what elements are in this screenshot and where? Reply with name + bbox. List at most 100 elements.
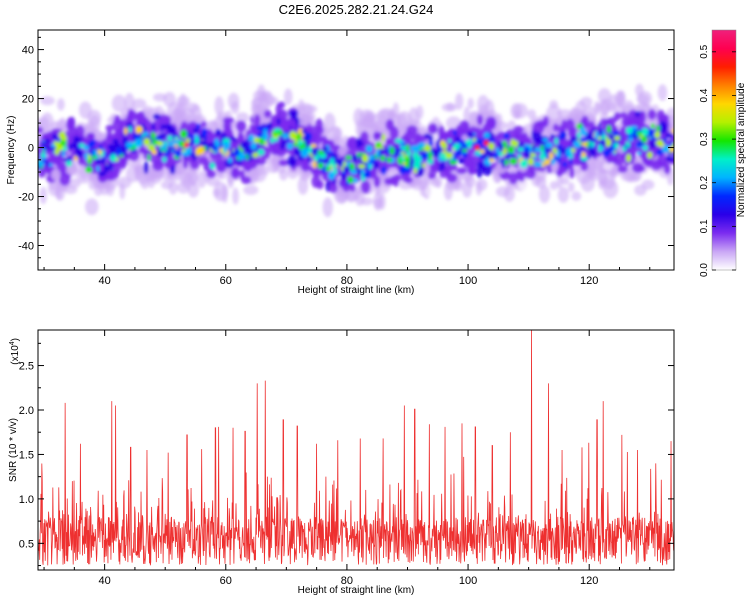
- spectrogram-core-blob: [298, 139, 304, 145]
- spectrogram-core-blob: [259, 137, 265, 146]
- colorbar-scale: [712, 30, 736, 270]
- spectrogram-core-blob: [598, 144, 602, 153]
- spectrogram-halo-blob: [232, 187, 239, 205]
- spectrogram-halo-blob: [323, 112, 336, 133]
- spectrogram-band-blob: [308, 165, 319, 173]
- spectrogram-halo-blob: [111, 94, 127, 112]
- spectrogram-core-blob: [44, 138, 51, 145]
- spectrogram-halo-blob: [467, 97, 474, 109]
- spectrogram-y-tick-label: -20: [18, 192, 34, 204]
- spectrogram-halo-blob: [372, 120, 388, 133]
- spectrogram-core-blob: [162, 156, 167, 163]
- spectrogram-core-blob: [286, 142, 293, 150]
- spectrogram-halo-blob: [363, 113, 375, 129]
- spectrogram-core-blob: [380, 155, 386, 162]
- snr-axes: 40 60 80 100 120 0.5 1.0 1.5 2.0 2.5: [19, 330, 674, 587]
- spectrogram-core-blob: [282, 133, 289, 139]
- spectrogram-halo-blob: [538, 185, 551, 204]
- spectrogram-band-blob: [239, 169, 245, 180]
- spectrogram-core-blob: [312, 160, 317, 169]
- spectrogram-halo-blob: [214, 96, 224, 116]
- spectrogram-core-blob: [327, 150, 334, 155]
- spectrogram-core-blob: [517, 147, 524, 152]
- spectrogram-core-blob: [100, 156, 106, 165]
- spectrogram-halo-blob: [360, 197, 374, 206]
- spectrogram-core-blob: [257, 148, 265, 156]
- spectrogram-core-blob: [181, 151, 190, 156]
- spectrogram-core-blob: [637, 151, 642, 156]
- spectrogram-core-blob: [173, 138, 177, 145]
- spectrogram-band-blob: [360, 180, 371, 194]
- spectrogram-halo-blob: [557, 186, 570, 203]
- spectrogram-core-blob: [373, 161, 380, 170]
- spectrogram-core-blob: [194, 136, 199, 145]
- spectrogram-core-blob: [441, 142, 448, 150]
- spectrogram-core-blob: [302, 135, 308, 142]
- spectrogram-core-blob: [466, 131, 475, 138]
- spectrogram-core-blob: [92, 154, 97, 160]
- spectrogram-core-blob: [143, 138, 151, 146]
- spectrogram-core-blob: [172, 145, 176, 154]
- spectrogram-core-blob: [62, 158, 69, 162]
- spectrogram-core-blob: [90, 139, 96, 147]
- spectrogram-core-blob: [84, 152, 89, 161]
- spectrogram-core-blob: [195, 149, 200, 157]
- spectrogram-band-blob: [385, 138, 394, 146]
- spectrogram-core-blob: [368, 164, 373, 170]
- spectrogram-core-blob: [240, 141, 248, 150]
- spectrogram-band-blob: [373, 132, 384, 140]
- spectrogram-core-blob: [428, 151, 433, 161]
- spectrogram-core-blob: [109, 146, 115, 155]
- spectrogram-core-blob: [562, 161, 567, 168]
- spectrogram-band-blob: [476, 114, 484, 126]
- spectrogram-core-blob: [185, 138, 191, 143]
- spectrogram-core-blob: [492, 152, 500, 158]
- spectrogram-core-blob: [237, 152, 246, 161]
- spectrogram-core-blob: [588, 147, 595, 153]
- spectrogram-core-blob: [224, 146, 228, 155]
- spectrogram-band-blob: [143, 161, 149, 174]
- spectrogram-core-blob: [654, 131, 661, 139]
- spectrogram-core-blob: [456, 152, 462, 157]
- spectrogram-blobs: [38, 83, 674, 218]
- spectrogram-core-blob: [248, 134, 255, 142]
- spectrogram-hotspot: [277, 130, 283, 136]
- spectrogram-core-blob: [453, 152, 457, 162]
- spectrogram-core-blob: [40, 152, 45, 159]
- spectrogram-core-blob: [550, 134, 555, 139]
- spectrogram-band-blob: [404, 176, 413, 184]
- spectrogram-halo-blob: [76, 170, 91, 184]
- spectrogram-halo-blob: [446, 102, 455, 112]
- spectrogram-band-blob: [236, 120, 247, 132]
- spectrogram-core-blob: [529, 152, 536, 158]
- spectrogram-halo-blob: [39, 186, 47, 205]
- spectrogram-halo-blob: [297, 103, 314, 117]
- spectrogram-band-blob: [114, 115, 121, 124]
- spectrogram-core-blob: [649, 142, 657, 149]
- spectrogram-core-blob: [545, 153, 550, 160]
- spectrogram-core-blob: [263, 128, 268, 135]
- spectrogram-halo-blob: [168, 180, 178, 195]
- spectrogram-core-blob: [307, 145, 312, 154]
- spectrogram-core-blob: [580, 156, 588, 161]
- spectrogram-core-blob: [328, 171, 336, 180]
- snr-y-tick-label: 2.0: [19, 405, 34, 417]
- spectrogram-halo-blob: [243, 185, 259, 195]
- spectrogram-halo-blob: [657, 84, 668, 101]
- spectrogram-core-blob: [655, 139, 664, 147]
- spectrogram-halo-blob: [603, 162, 614, 171]
- spectrogram-band-blob: [278, 109, 288, 121]
- spectrogram-core-blob: [462, 151, 468, 159]
- spectrogram-band-blob: [662, 114, 670, 122]
- spectrogram-core-blob: [650, 123, 655, 129]
- snr-multiplier-base: (x10: [10, 345, 21, 365]
- spectrogram-core-blob: [437, 144, 441, 151]
- spectrogram-band-blob: [253, 114, 261, 127]
- spectrogram-band-blob: [473, 127, 483, 136]
- spectrogram-core-blob: [509, 157, 518, 165]
- colorbar-tick-label: 0.4: [699, 88, 710, 102]
- spectrogram-core-blob: [475, 149, 480, 155]
- spectrogram-core-blob: [488, 142, 495, 151]
- spectrogram-halo-blob: [153, 93, 167, 102]
- spectrogram-core-blob: [523, 146, 530, 154]
